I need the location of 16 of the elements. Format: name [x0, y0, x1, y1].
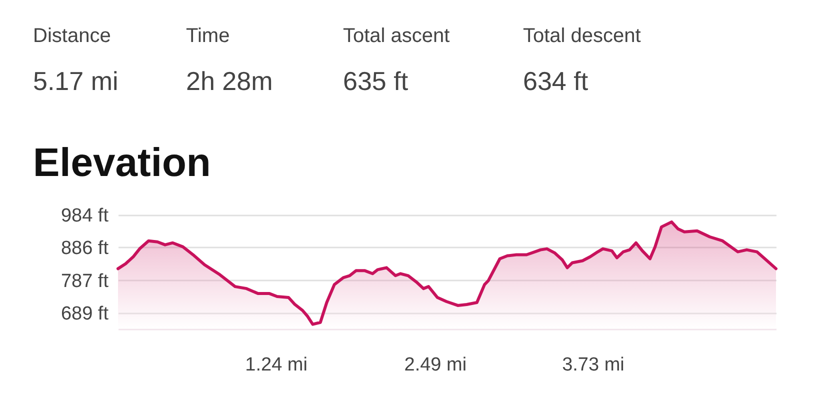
y-tick-label: 787 ft: [60, 270, 110, 292]
y-tick-label: 689 ft: [60, 303, 110, 324]
x-tick-label: 2.49 mi: [404, 354, 467, 376]
text: Distance: [33, 25, 111, 47]
text: 2h 28m: [186, 66, 273, 96]
text: 635 ft: [343, 66, 409, 96]
text: 634 ft: [523, 66, 589, 96]
text: Time: [186, 25, 230, 47]
x-tick-label: 3.73 mi: [562, 354, 624, 376]
x-tick-label: 1.24 mi: [245, 354, 308, 376]
y-tick-label: 886 ft: [60, 238, 110, 259]
chart-title: Elevation: [33, 141, 211, 185]
text: Total descent: [523, 25, 642, 47]
text: 5.17 mi: [33, 66, 118, 96]
y-tick-label: 984 ft: [60, 206, 110, 226]
text: Total ascent: [343, 25, 450, 47]
